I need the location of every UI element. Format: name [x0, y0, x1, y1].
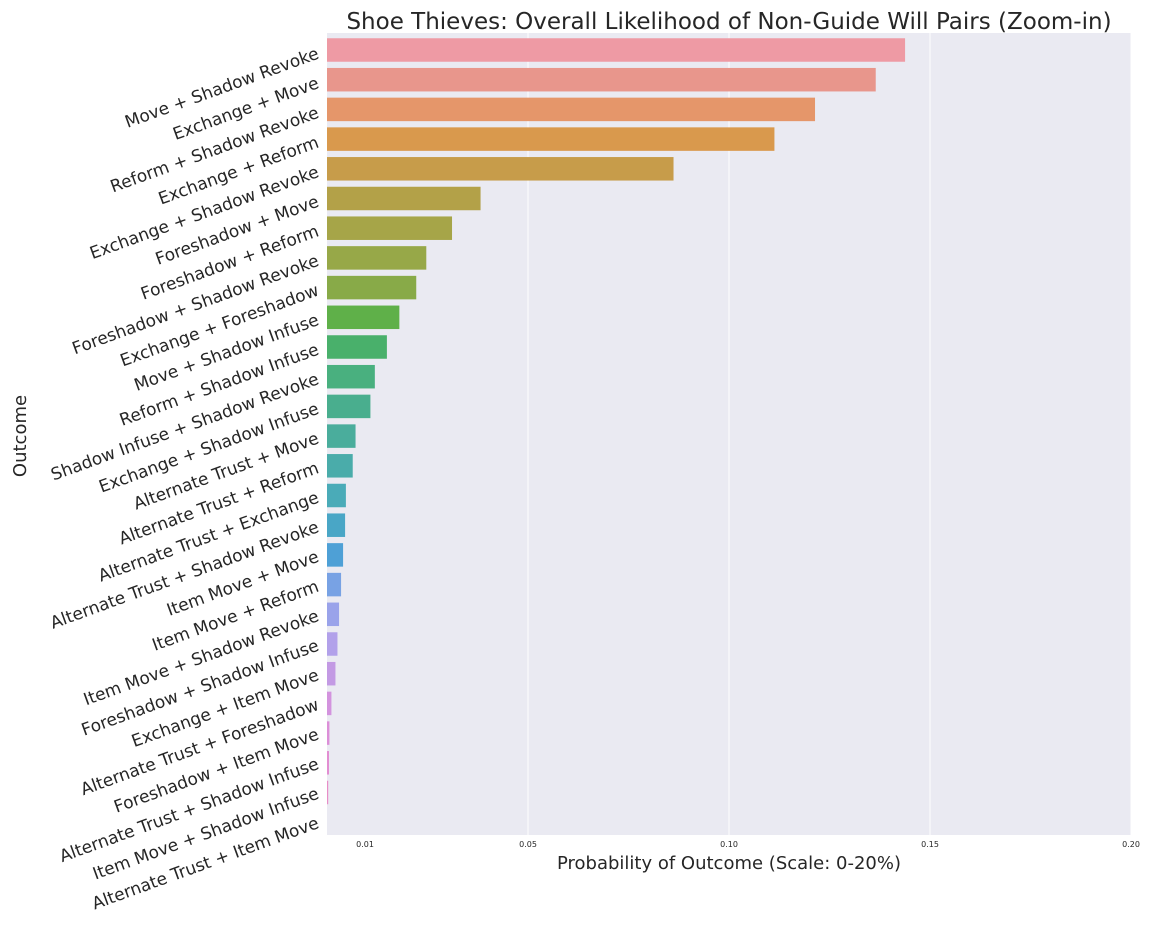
- bar: [327, 602, 340, 627]
- bar: [327, 246, 427, 270]
- x-tick-label: 0.20: [1122, 840, 1140, 849]
- bar: [327, 38, 906, 62]
- bar: [327, 751, 330, 775]
- bar: [327, 513, 346, 537]
- bars: [327, 38, 906, 805]
- bar: [327, 543, 344, 567]
- bar: [327, 483, 346, 508]
- bar: [327, 691, 332, 716]
- x-tick-labels: 0.01 0.05 0.10 0.15 0.20: [356, 840, 1140, 849]
- bar: [327, 454, 353, 478]
- bar: [327, 216, 453, 240]
- y-axis-label: Outcome: [10, 395, 31, 477]
- bar: [327, 780, 329, 805]
- x-tick-label: 0.15: [921, 840, 939, 849]
- x-axis-label: Probability of Outcome (Scale: 0-20%): [557, 853, 901, 874]
- x-tick-label: 0.10: [720, 840, 738, 849]
- bar: [327, 335, 387, 359]
- bar: [327, 186, 481, 211]
- bar: [327, 305, 400, 330]
- bar: [327, 97, 816, 122]
- bar: [327, 721, 330, 745]
- bar: [327, 157, 674, 181]
- bar: [327, 67, 876, 92]
- bar: [327, 275, 417, 300]
- bar: [327, 661, 336, 686]
- bar: [327, 632, 338, 656]
- bar: [327, 364, 375, 389]
- bar: [327, 127, 775, 151]
- x-tick-label: 0.05: [519, 840, 537, 849]
- bar: [327, 424, 356, 448]
- x-tick-label: 0.01: [356, 840, 374, 849]
- bar: [327, 572, 342, 597]
- chart-title: Shoe Thieves: Overall Likelihood of Non-…: [346, 9, 1111, 35]
- bar: [327, 394, 371, 419]
